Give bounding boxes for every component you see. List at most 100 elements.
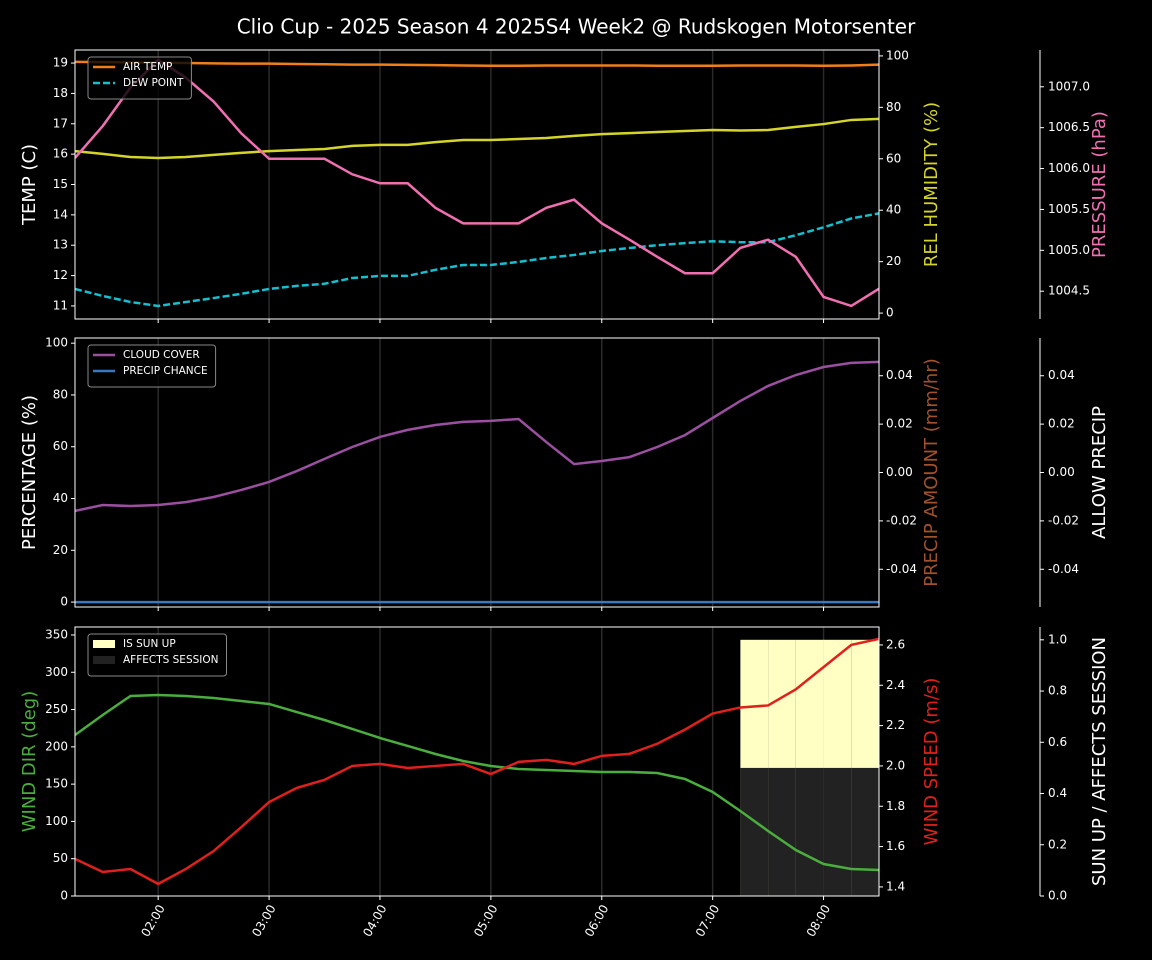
y3-tick-label: 0.02 — [1048, 417, 1075, 431]
legend-box — [87, 344, 217, 388]
y-tick-label: 200 — [45, 739, 68, 753]
plot-area — [75, 637, 879, 896]
y2-tick-label: 1.8 — [886, 799, 905, 813]
panel: 0 20 40 60 80 100 -0.04 -0.02 0.00 0.02 0.04 -0.04 -… — [19, 336, 1110, 611]
y2-tick-label: 2.6 — [886, 637, 905, 651]
y3-tick-label: 0.04 — [1048, 368, 1075, 382]
plot-area — [75, 360, 879, 604]
y-tick-label: 0 — [60, 889, 68, 903]
y-axis-label: PERCENTAGE (%) — [19, 395, 40, 550]
y-tick-label: 14 — [53, 207, 68, 221]
y3-tick-label: 1007.0 — [1048, 79, 1090, 93]
legend-label: IS SUN UP — [123, 638, 176, 650]
bar — [823, 767, 852, 896]
y-tick-label: 350 — [45, 627, 68, 641]
y-tick-label: 40 — [53, 491, 68, 505]
legend: CLOUD COVER PRECIP CHANCE — [87, 344, 217, 388]
legend: AIR TEMP DEW POINT — [87, 56, 192, 100]
y2-tick-label: 60 — [886, 151, 901, 165]
y-tick-label: 17 — [53, 116, 68, 130]
legend-box — [87, 633, 227, 677]
legend: IS SUN UP AFFECTS SESSION — [87, 633, 227, 677]
y-tick-label: 150 — [45, 777, 68, 791]
line — [75, 117, 879, 160]
bar — [795, 767, 824, 896]
y2-tick-label: 100 — [886, 48, 909, 62]
y3-tick-label: -0.02 — [1048, 513, 1079, 527]
y-axis-label: TEMP (C) — [19, 144, 40, 226]
y2-tick-label: 1.6 — [886, 839, 905, 853]
y2-tick-label: 0.02 — [886, 417, 913, 431]
y3-tick-label: 1006.5 — [1048, 120, 1090, 134]
y-tick-label: 60 — [53, 439, 68, 453]
y-tick-label: 11 — [53, 298, 68, 312]
y3-tick-label: 1004.5 — [1048, 284, 1090, 298]
y3-tick-label: 1.0 — [1048, 632, 1067, 646]
line — [75, 58, 879, 308]
y2-axis-label: PRECIP AMOUNT (mm/hr) — [921, 358, 942, 587]
y2-tick-label: 0.04 — [886, 368, 913, 382]
line — [75, 212, 879, 308]
y3-tick-label: 1005.0 — [1048, 243, 1090, 257]
y3-axis-label: ALLOW PRECIP — [1089, 406, 1110, 539]
y3-tick-label: 1006.0 — [1048, 161, 1090, 175]
y2-tick-label: 0.00 — [886, 465, 913, 479]
line — [75, 60, 879, 68]
y2-tick-label: 2.0 — [886, 758, 905, 772]
legend-label: DEW POINT — [123, 77, 184, 89]
y-tick-label: 12 — [53, 268, 68, 282]
bar — [768, 767, 796, 896]
figure-title: Clio Cup - 2025 Season 4 2025S4 Week2 @ … — [237, 15, 916, 39]
y3-tick-label: 0.00 — [1048, 465, 1075, 479]
bar — [740, 767, 769, 896]
y-tick-label: 18 — [53, 86, 68, 100]
y2-tick-label: 1.4 — [886, 879, 905, 893]
line — [75, 360, 879, 513]
y-tick-label: 0 — [60, 595, 68, 609]
legend-swatch — [93, 656, 115, 664]
legend-swatch — [93, 640, 115, 648]
y-tick-label: 250 — [45, 702, 68, 716]
y2-axis-label: REL HUMIDITY (%) — [921, 102, 942, 267]
y2-tick-label: 0 — [886, 306, 894, 320]
legend-label: AIR TEMP — [123, 61, 172, 73]
plot-area — [75, 58, 879, 308]
y-tick-label: 100 — [45, 336, 68, 350]
y3-tick-label: -0.04 — [1048, 562, 1079, 576]
y3-tick-label: 0.2 — [1048, 837, 1067, 851]
legend-label: AFFECTS SESSION — [123, 654, 219, 666]
axes-frame — [74, 626, 880, 897]
y-tick-label: 20 — [53, 543, 68, 557]
y2-tick-label: 2.4 — [886, 678, 905, 692]
y3-tick-label: 1005.5 — [1048, 202, 1090, 216]
y3-tick-label: 0.4 — [1048, 786, 1067, 800]
line — [75, 693, 879, 872]
y-tick-label: 50 — [53, 851, 68, 865]
y3-axis-label: PRESSURE (hPa) — [1089, 111, 1110, 258]
y3-tick-label: 0.6 — [1048, 735, 1067, 749]
y2-tick-label: 80 — [886, 100, 901, 114]
y-tick-label: 19 — [53, 56, 68, 70]
y-tick-label: 80 — [53, 387, 68, 401]
panel: 11 12 13 14 15 16 17 18 19 0 20 40 60 80 100 1004.5 1005… — [19, 48, 1110, 323]
y2-tick-label: 40 — [886, 203, 901, 217]
y-tick-label: 100 — [45, 814, 68, 828]
line — [75, 637, 879, 886]
y-tick-label: 300 — [45, 665, 68, 679]
legend-label: CLOUD COVER — [123, 349, 200, 361]
y-tick-label: 16 — [53, 147, 68, 161]
bar — [851, 767, 879, 896]
y3-tick-label: 0.0 — [1048, 889, 1067, 903]
y2-tick-label: 20 — [886, 254, 901, 268]
y3-tick-label: 0.8 — [1048, 684, 1067, 698]
y2-tick-label: -0.04 — [886, 562, 917, 576]
y2-tick-label: -0.02 — [886, 513, 917, 527]
y-tick-label: 15 — [53, 177, 68, 191]
y3-axis-label: SUN UP / AFFECTS SESSION — [1089, 637, 1110, 886]
legend-label: PRECIP CHANCE — [123, 365, 208, 377]
y2-axis-label: WIND SPEED (m/s) — [921, 678, 942, 846]
y-axis-label: WIND DIR (deg) — [19, 691, 40, 833]
y2-tick-label: 2.2 — [886, 718, 905, 732]
